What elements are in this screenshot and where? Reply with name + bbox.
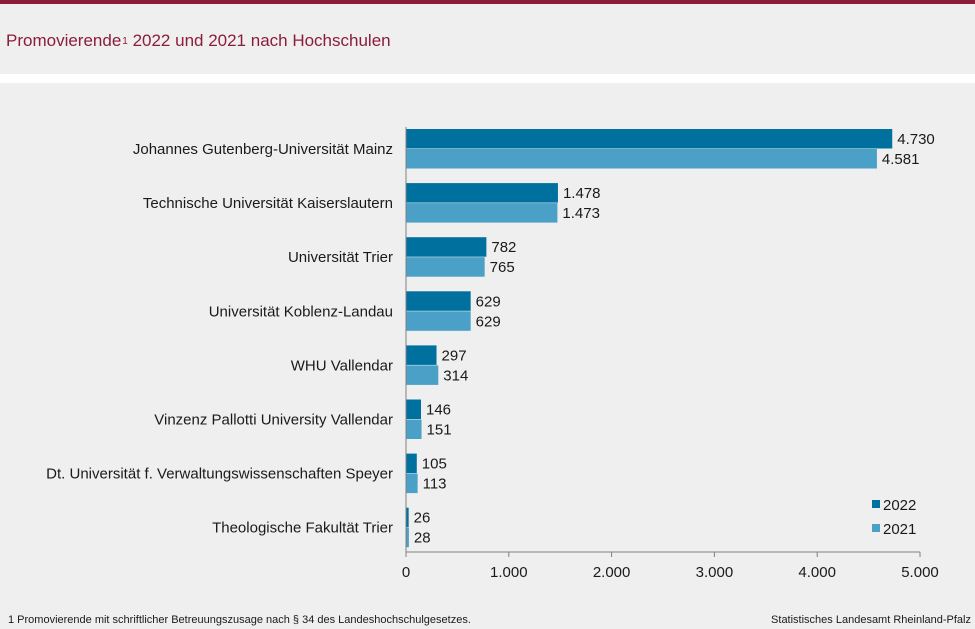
data-label-2022: 297 (442, 347, 467, 364)
data-label-2022: 629 (476, 293, 501, 310)
data-label-2022: 782 (491, 239, 516, 256)
bar-2022 (406, 237, 487, 257)
data-label-2022: 26 (414, 510, 431, 527)
bar-2021 (406, 365, 439, 385)
data-label-2021: 28 (414, 530, 431, 547)
bar-2021 (406, 419, 422, 439)
legend-label-2022: 2022 (883, 497, 916, 514)
bar-2022 (406, 291, 471, 311)
bar-2022 (406, 453, 417, 474)
category-label: Technische Universität Kaiserslautern (143, 195, 393, 212)
x-tick-label: 3.000 (696, 564, 734, 581)
data-label-2021: 629 (476, 313, 501, 330)
legend-swatch-2021 (872, 524, 880, 532)
bar-2021 (406, 203, 558, 223)
category-label: Vinzenz Pallotti University Vallendar (154, 412, 393, 429)
legend-swatch-2022 (872, 500, 880, 508)
x-tick-label: 1.000 (490, 564, 528, 581)
x-tick-label: 0 (402, 564, 410, 581)
data-label-2022: 4.730 (897, 131, 935, 148)
bar-2021 (406, 257, 485, 277)
bar-2022 (406, 183, 558, 203)
bar-2021 (406, 311, 471, 331)
chart-title: Promovierende1 2022 und 2021 nach Hochsc… (6, 31, 391, 51)
data-label-2021: 1.473 (562, 205, 600, 222)
chart-title-rest: 2022 und 2021 nach Hochschulen (127, 31, 391, 50)
bar-2022 (406, 507, 409, 528)
footnote: 1 Promovierende mit schriftlicher Betreu… (8, 614, 471, 626)
bar-2022 (406, 399, 422, 419)
data-label-2021: 113 (423, 476, 447, 493)
data-label-2022: 1.478 (563, 185, 601, 202)
bar-2022 (406, 129, 893, 149)
data-label-2021: 151 (427, 422, 452, 439)
bar-2021 (406, 149, 877, 169)
bar-2021 (406, 527, 409, 548)
data-label-2021: 4.581 (882, 151, 920, 168)
x-tick-label: 5.000 (901, 564, 939, 581)
data-label-2021: 765 (490, 259, 515, 276)
x-tick-label: 4.000 (798, 564, 836, 581)
legend-label-2021: 2021 (883, 521, 916, 538)
category-label: WHU Vallendar (291, 357, 393, 374)
title-separator-band (0, 74, 975, 83)
source-credit: Statistisches Landesamt Rheinland-Pfalz (771, 614, 971, 626)
category-label: Dt. Universität f. Verwaltungswissenscha… (46, 466, 393, 483)
category-label: Theologische Fakultät Trier (212, 520, 393, 537)
data-label-2022: 105 (422, 456, 447, 473)
top-accent-rule (0, 0, 975, 4)
bar-2022 (406, 345, 437, 365)
chart-title-footnote-mark: 1 (122, 36, 128, 47)
chart-title-main: Promovierende (6, 31, 122, 50)
category-label: Universität Koblenz-Landau (209, 303, 393, 320)
category-label: Universität Trier (288, 249, 393, 266)
bar-2021 (406, 473, 418, 494)
data-label-2021: 314 (443, 367, 468, 384)
data-label-2022: 146 (426, 402, 451, 419)
category-label: Johannes Gutenberg-Universität Mainz (133, 141, 393, 158)
x-tick-label: 2.000 (593, 564, 631, 581)
